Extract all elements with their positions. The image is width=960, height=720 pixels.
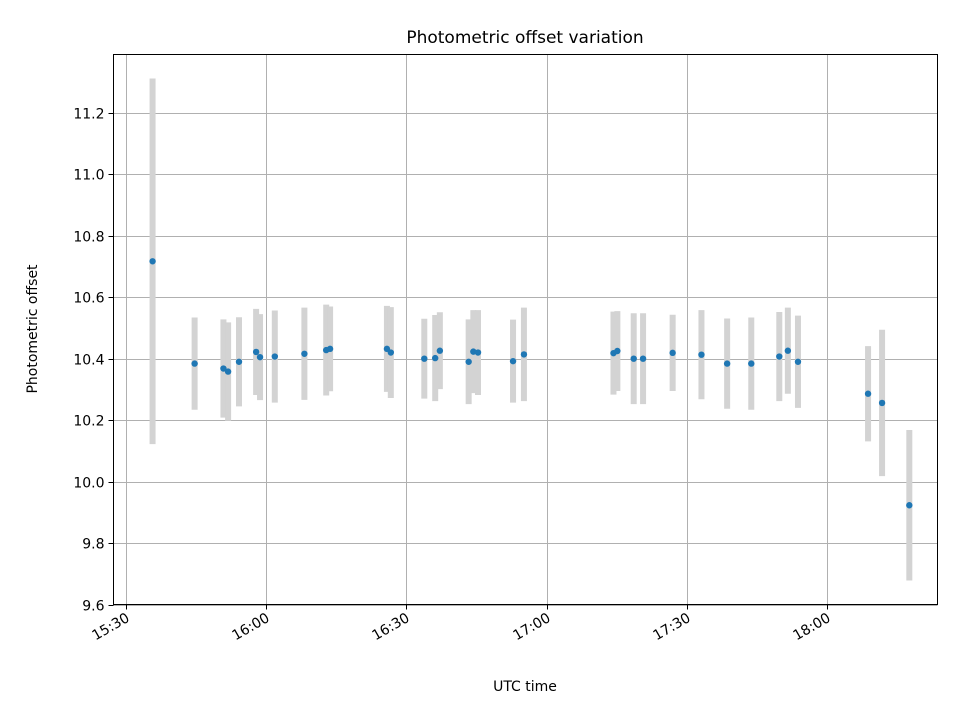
- data-point: [784, 347, 792, 354]
- y-tick-label: 11.0: [73, 168, 104, 184]
- data-point: [723, 360, 731, 367]
- data-point: [326, 345, 334, 353]
- data-point: [387, 349, 395, 356]
- y-tick-label: 10.8: [73, 230, 104, 246]
- data-point: [191, 360, 198, 367]
- data-point: [431, 354, 439, 362]
- data-point: [520, 351, 528, 358]
- data-point: [698, 351, 705, 358]
- data-point: [252, 348, 260, 356]
- data-point: [149, 258, 156, 265]
- data-point: [256, 353, 264, 361]
- chart-title: Photometric offset variation: [406, 28, 643, 48]
- y-tick-label: 9.6: [82, 599, 104, 615]
- data-point: [630, 355, 637, 362]
- data-point: [509, 357, 517, 365]
- data-point: [748, 360, 755, 367]
- data-point: [794, 358, 802, 365]
- data-point: [465, 358, 472, 365]
- data-point: [864, 390, 872, 397]
- data-points: [149, 258, 913, 509]
- data-point: [474, 349, 482, 356]
- y-tick-label: 10.2: [73, 414, 104, 430]
- data-point: [224, 368, 232, 375]
- y-axis-label: Photometric offset: [25, 264, 41, 394]
- data-point: [301, 350, 308, 357]
- data-point: [776, 353, 783, 360]
- y-tick-label: 11.2: [73, 107, 104, 123]
- data-point: [235, 358, 243, 365]
- data-point: [639, 355, 647, 362]
- x-axis-label: UTC time: [493, 679, 557, 695]
- data-point: [421, 355, 428, 362]
- data-point: [906, 502, 913, 509]
- y-tick-label: 9.8: [82, 537, 104, 553]
- data-point: [669, 349, 676, 357]
- data-point: [271, 353, 279, 360]
- y-tick-label: 10.6: [73, 291, 104, 307]
- data-point: [614, 347, 621, 355]
- y-tick-label: 10.4: [73, 353, 104, 369]
- y-axis-ticks: 9.6 9.8 10.0 10.2 10.4 10.6 10.8 11.0 11.2: [73, 107, 114, 615]
- plot-frame: [113, 54, 938, 605]
- data-point: [220, 365, 227, 372]
- data-point: [878, 399, 886, 407]
- y-tick-label: 10.0: [73, 476, 104, 492]
- data-point: [436, 347, 444, 354]
